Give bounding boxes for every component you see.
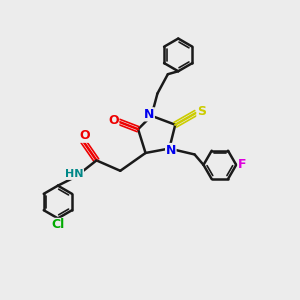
Text: F: F: [238, 158, 246, 171]
Text: O: O: [79, 129, 90, 142]
Text: O: O: [108, 114, 119, 127]
Text: N: N: [166, 143, 176, 157]
Text: Cl: Cl: [51, 218, 64, 231]
Text: HN: HN: [65, 169, 83, 179]
Text: N: N: [144, 108, 154, 121]
Text: S: S: [197, 105, 206, 118]
